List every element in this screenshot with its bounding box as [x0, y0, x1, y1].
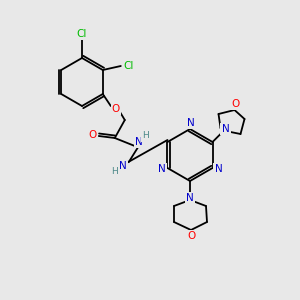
Text: O: O: [187, 231, 195, 241]
Text: N: N: [222, 124, 230, 134]
Text: N: N: [135, 137, 143, 147]
Text: Cl: Cl: [124, 61, 134, 71]
Text: N: N: [158, 164, 165, 174]
Text: H: H: [111, 167, 118, 176]
Text: N: N: [186, 193, 194, 203]
Text: O: O: [89, 130, 97, 140]
Text: O: O: [231, 99, 240, 109]
Text: N: N: [119, 161, 127, 171]
Text: O: O: [112, 104, 120, 114]
Text: N: N: [214, 164, 222, 174]
Text: N: N: [187, 118, 195, 128]
Text: H: H: [142, 131, 149, 140]
Text: Cl: Cl: [77, 29, 87, 39]
